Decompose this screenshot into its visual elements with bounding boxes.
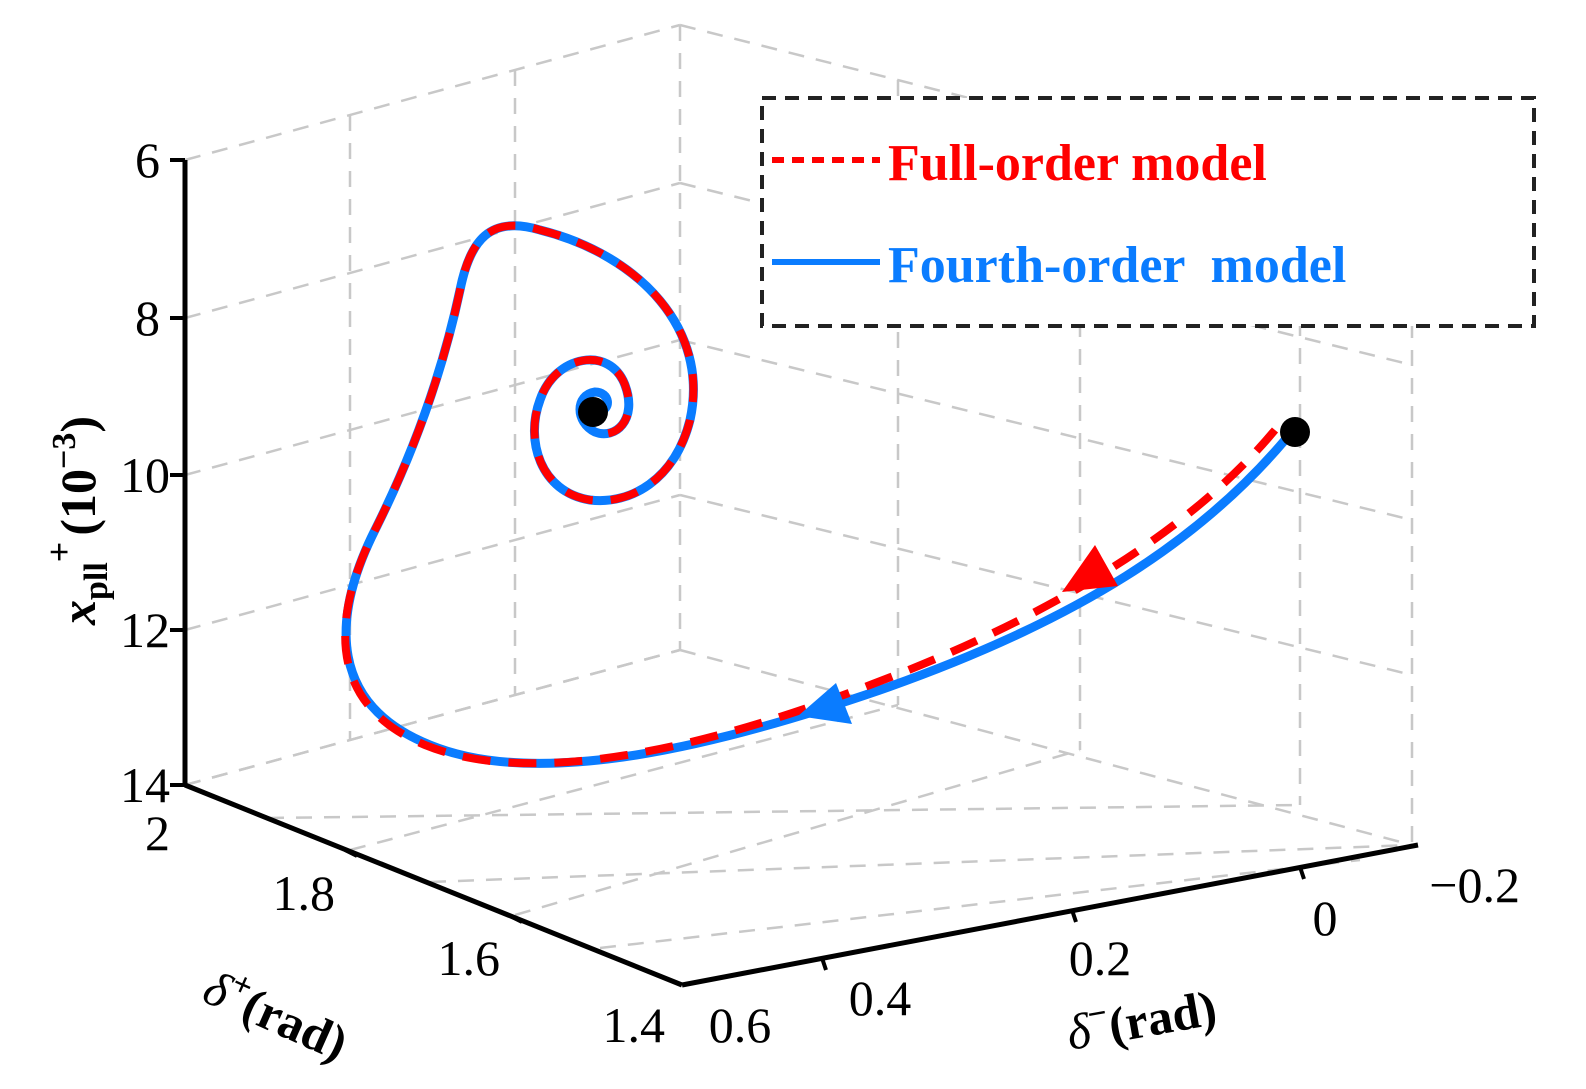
grid-line (679, 493, 1413, 677)
legend-box (760, 96, 1536, 328)
z-tick-label: 14 (120, 757, 170, 813)
y-axis-line (184, 782, 683, 988)
series-line-full-order-model (341, 221, 1279, 768)
grid-line (184, 23, 681, 162)
grid-line (267, 803, 1301, 820)
x-axis-line (681, 842, 1419, 988)
y-tick-label: 1.8 (273, 865, 336, 921)
grid-line (184, 493, 681, 632)
y-tick (344, 848, 358, 858)
x-tick (820, 957, 828, 971)
end-point-marker (578, 397, 608, 427)
grid-line (184, 181, 681, 320)
direction-arrow-fourth-order (798, 683, 852, 724)
y-tick-label: 1.6 (438, 930, 501, 986)
z-tick-label: 12 (120, 602, 170, 658)
grid-line (514, 748, 1081, 917)
x-tick-label: 0.4 (849, 970, 912, 1026)
legend: Full-order model Fourth-order model (760, 96, 1536, 328)
z-tick-label: 8 (135, 290, 160, 346)
x-tick-label: 0 (1313, 890, 1338, 946)
y-tick-label: 2 (145, 805, 170, 861)
grid-line (429, 843, 1413, 884)
grid-line (599, 858, 1361, 950)
grid-line (679, 648, 1413, 847)
x-tick-label: 0.2 (1069, 930, 1132, 986)
x-axis-title: δ−(rad) (1061, 976, 1220, 1061)
start-point-marker (1280, 417, 1310, 447)
x-tick (1298, 866, 1306, 880)
x-tick (1070, 909, 1078, 923)
grid-line (184, 648, 681, 787)
legend-label-full-order: Full-order model (888, 135, 1267, 192)
grid-line (679, 338, 1413, 522)
z-axis-title: xpll+(10−3) (39, 416, 115, 626)
x-tick-label: −0.2 (1429, 857, 1520, 913)
y-axis-title: δ+(rad) (196, 955, 358, 1071)
y-tick-label: 1.4 (603, 997, 666, 1053)
y-tick (509, 914, 523, 924)
tick-marks (170, 158, 1306, 971)
x-tick-label: 0.6 (709, 997, 772, 1053)
axes (182, 160, 1419, 988)
grid-line (349, 703, 899, 852)
z-tick-label: 6 (135, 132, 160, 188)
z-tick-label: 10 (120, 447, 170, 503)
legend-label-fourth-order: Fourth-order model (888, 237, 1346, 294)
direction-arrow-full-order (1062, 545, 1118, 592)
